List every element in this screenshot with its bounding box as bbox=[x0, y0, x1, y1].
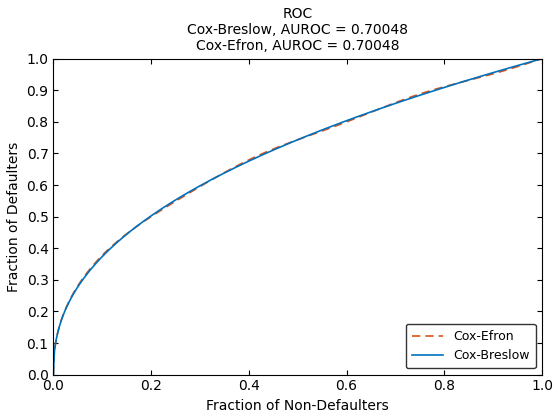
Cox-Breslow bbox=[282, 142, 289, 147]
X-axis label: Fraction of Non-Defaulters: Fraction of Non-Defaulters bbox=[206, 399, 389, 413]
Cox-Breslow bbox=[341, 119, 348, 124]
Legend: Cox-Efron, Cox-Breslow: Cox-Efron, Cox-Breslow bbox=[405, 324, 536, 368]
Title: ROC
Cox-Breslow, AUROC = 0.70048
Cox-Efron, AUROC = 0.70048: ROC Cox-Breslow, AUROC = 0.70048 Cox-Efr… bbox=[187, 7, 408, 53]
Cox-Breslow bbox=[50, 372, 57, 377]
Cox-Breslow bbox=[285, 141, 292, 146]
Cox-Breslow bbox=[527, 59, 534, 64]
Cox-Efron bbox=[451, 81, 458, 87]
Cox-Efron bbox=[282, 142, 289, 147]
Cox-Efron bbox=[314, 130, 321, 135]
Cox-Efron bbox=[50, 372, 57, 377]
Cox-Breslow bbox=[451, 82, 458, 87]
Cox-Efron bbox=[341, 120, 348, 125]
Cox-Breslow bbox=[539, 56, 545, 61]
Cox-Efron bbox=[285, 141, 292, 146]
Cox-Breslow bbox=[314, 129, 321, 134]
Line: Cox-Efron: Cox-Efron bbox=[53, 59, 542, 375]
Cox-Efron bbox=[539, 56, 545, 61]
Y-axis label: Fraction of Defaulters: Fraction of Defaulters bbox=[7, 142, 21, 292]
Line: Cox-Breslow: Cox-Breslow bbox=[53, 59, 542, 375]
Cox-Efron bbox=[527, 60, 534, 65]
